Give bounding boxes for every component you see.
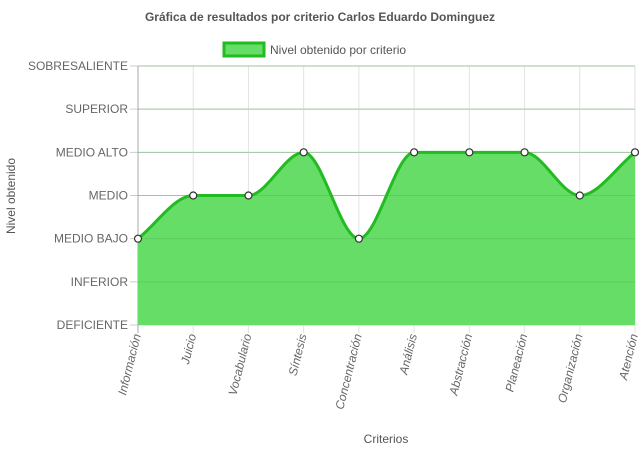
legend[interactable]: Nivel obtenido por criterio <box>222 41 406 58</box>
data-point-5[interactable] <box>410 148 419 157</box>
x-tick-label: Vocabulario <box>226 332 255 397</box>
x-tick-label: Organización <box>555 332 586 404</box>
data-point-7[interactable] <box>520 148 529 157</box>
x-tick-label: Atención <box>616 332 639 382</box>
y-tick-label: MEDIO BAJO <box>54 232 128 246</box>
data-points <box>133 148 639 243</box>
data-point-1[interactable] <box>189 191 198 200</box>
legend-label: Nivel obtenido por criterio <box>270 43 406 57</box>
x-tick-label: Concentración <box>332 332 364 411</box>
area-fill <box>138 152 635 325</box>
x-axis-ticks: Información Juicio Vocabulario Síntesis Conc… <box>115 332 639 411</box>
series-area <box>137 65 636 325</box>
x-tick-label: Síntesis <box>286 332 310 377</box>
chart-title: Gráfica de resultados por criterio Carlo… <box>145 10 495 24</box>
data-point-8[interactable] <box>575 191 584 200</box>
y-tick-label: SOBRESALIENTE <box>28 59 128 73</box>
y-tick-label: DEFICIENTE <box>57 318 128 332</box>
data-point-3[interactable] <box>299 148 308 157</box>
y-tick-label: SUPERIOR <box>65 102 128 116</box>
x-tick-label: Información <box>115 332 144 397</box>
data-point-2[interactable] <box>244 191 253 200</box>
x-tick-label: Juicio <box>178 332 199 366</box>
x-axis-label: Criterios <box>364 432 409 446</box>
y-axis-label: Nivel obtenido <box>4 158 18 234</box>
x-tick-label: Abstracción <box>446 332 475 398</box>
series-line <box>137 150 636 241</box>
data-point-0[interactable] <box>133 234 143 243</box>
data-point-6[interactable] <box>465 148 474 157</box>
y-tick-label: MEDIO <box>89 189 128 203</box>
y-tick-label: MEDIO ALTO <box>56 145 128 159</box>
x-tick-label: Análisis <box>396 332 420 376</box>
y-tick-label: INFERIOR <box>71 275 129 289</box>
data-point-4[interactable] <box>354 234 363 243</box>
x-tick-label: Planeación <box>503 332 531 393</box>
data-point-9[interactable] <box>630 148 639 157</box>
y-axis-ticks: DEFICIENTE INFERIOR MEDIO BAJO MEDIO MEDIO A… <box>28 59 128 332</box>
legend-swatch <box>222 41 266 58</box>
